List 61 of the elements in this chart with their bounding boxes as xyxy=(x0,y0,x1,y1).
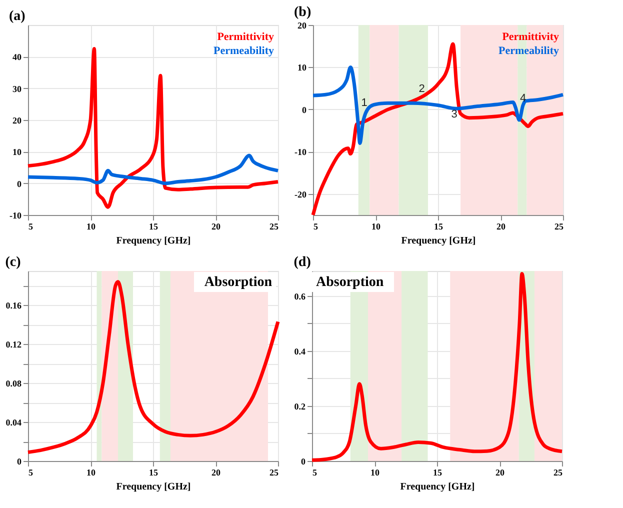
annotation: 4 xyxy=(520,92,526,104)
y-tick-label: 0 xyxy=(17,456,22,466)
x-axis-title: Frequency [GHz] xyxy=(401,236,476,246)
x-tick-label: 20 xyxy=(496,222,506,232)
y-tick-label: 0 xyxy=(302,104,307,115)
x-tick-label: 25 xyxy=(270,222,279,232)
y-tick-label: 20 xyxy=(298,20,307,30)
x-tick-label: 15 xyxy=(149,468,158,478)
y-tick-label: 40 xyxy=(12,52,22,62)
text: Permeability xyxy=(498,45,560,57)
x-tick-label: 25 xyxy=(554,468,563,478)
text: Permittivity xyxy=(502,31,560,43)
x-tick-label: 10 xyxy=(370,468,380,478)
text: Permeability xyxy=(214,45,274,57)
y-tick-label: 0.2 xyxy=(294,401,306,412)
chart-title: (b) xyxy=(294,5,312,20)
x-tick-label: 20 xyxy=(496,468,505,478)
x-tick-label: 15 xyxy=(433,468,442,478)
chart-title: (d) xyxy=(294,255,312,270)
y-tick-label: 30 xyxy=(12,84,22,94)
line-series xyxy=(311,65,565,145)
line-series xyxy=(26,47,280,209)
y-tick-label: 20 xyxy=(12,116,22,126)
x-tick-label: 15 xyxy=(149,222,158,232)
y-tick-label: 0.04 xyxy=(6,418,22,428)
annotation: 3 xyxy=(451,108,458,121)
y-tick-label: 0.12 xyxy=(6,340,22,350)
y-tick-label: 0 xyxy=(17,178,22,189)
x-tick-label: 5 xyxy=(28,468,34,478)
x-tick-label: 10 xyxy=(372,222,381,232)
x-axis-title: Frequency [GHz] xyxy=(116,482,191,492)
chart-title: (a) xyxy=(9,9,26,24)
y-tick-label: -10 xyxy=(10,210,22,220)
line-series xyxy=(26,154,280,186)
y-tick-label: 10 xyxy=(12,147,22,158)
x-tick-label: 20 xyxy=(212,222,221,232)
x-axis-title: Frequency [GHz] xyxy=(116,236,191,246)
x-tick-label: 15 xyxy=(434,222,444,232)
x-tick-label: 25 xyxy=(554,222,564,232)
y-tick-label: 0.4 xyxy=(294,346,306,356)
annotation: 2 xyxy=(418,83,425,96)
x-tick-label: 5 xyxy=(312,468,318,478)
annotation: Absorption xyxy=(204,275,272,290)
y-tick-label: 0 xyxy=(301,456,306,466)
x-tick-label: 20 xyxy=(212,468,221,478)
x-tick-label: 10 xyxy=(86,222,96,232)
x-tick-label: 25 xyxy=(270,468,279,478)
text: Permittivity xyxy=(217,31,274,43)
y-tick-label: 0.6 xyxy=(294,291,306,302)
y-tick-label: -10 xyxy=(294,147,307,158)
y-tick-label: 0.16 xyxy=(6,300,22,311)
chart-title: (c) xyxy=(5,255,22,270)
x-tick-label: 5 xyxy=(314,222,318,232)
x-axis-title: Frequency [GHz] xyxy=(400,482,475,492)
annotation: Absorption xyxy=(316,275,384,290)
x-tick-label: 5 xyxy=(28,222,34,232)
annotation: 1 xyxy=(361,97,368,110)
y-tick-label: 10 xyxy=(298,62,307,73)
y-tick-label: -20 xyxy=(294,189,307,200)
x-tick-label: 10 xyxy=(86,468,96,478)
y-tick-label: 0.08 xyxy=(6,378,22,389)
